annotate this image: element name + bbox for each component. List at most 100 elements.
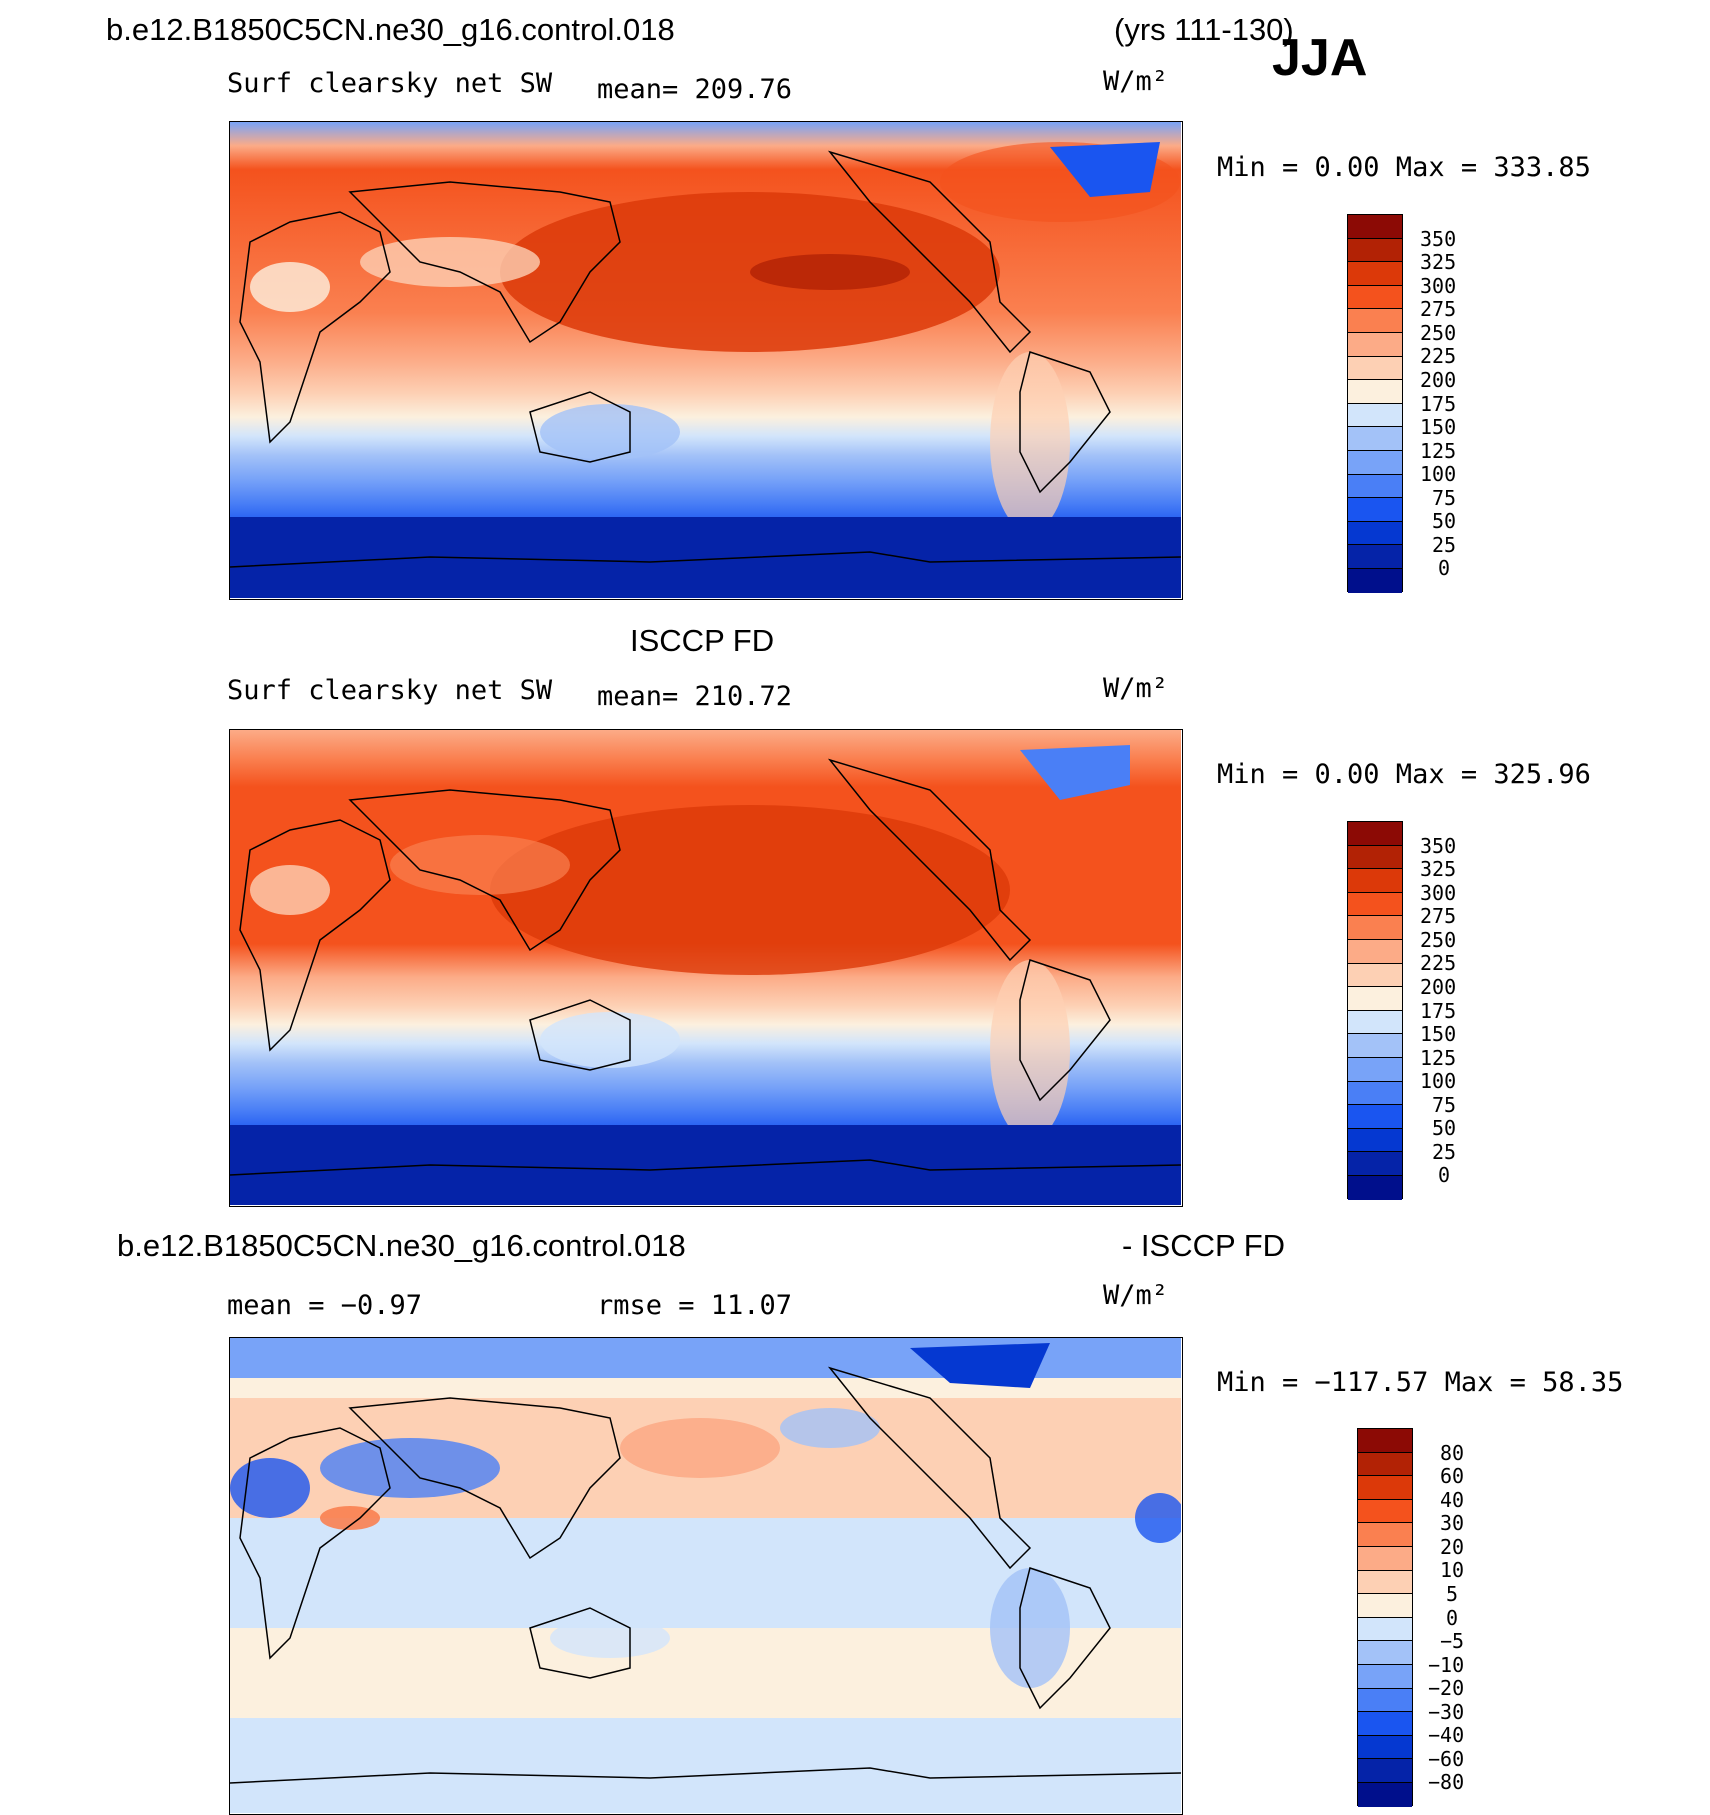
colorbar-tick: 60 xyxy=(1440,1464,1465,1488)
colorbar-tick: −10 xyxy=(1428,1653,1465,1677)
swatch xyxy=(1348,450,1402,475)
colorbar-tick: 175 xyxy=(1420,392,1457,416)
diff-title-left: b.e12.B1850C5CN.ne30_g16.control.018 xyxy=(117,1228,686,1263)
swatch xyxy=(1358,1594,1412,1618)
swatch xyxy=(1348,427,1402,451)
season-label: JJA xyxy=(1272,29,1368,87)
colorbar-tick: 50 xyxy=(1432,1116,1457,1140)
colorbar-tick: 225 xyxy=(1420,344,1457,368)
swatch xyxy=(1348,1128,1402,1153)
colorbar-tick: 20 xyxy=(1440,1535,1465,1559)
swatch xyxy=(1358,1782,1412,1807)
min-max-label: Min = 0.00 Max = 325.96 xyxy=(1217,759,1591,790)
colorbar-tick: 25 xyxy=(1432,1140,1457,1164)
colorbar-tick: 150 xyxy=(1420,415,1457,439)
colorbar-tick: 75 xyxy=(1432,1093,1457,1117)
colorbar-tick: 75 xyxy=(1432,486,1457,510)
colorbar-tick: 225 xyxy=(1420,951,1457,975)
colorbar-tick: 300 xyxy=(1420,881,1457,905)
swatch xyxy=(1348,1057,1402,1082)
swatch xyxy=(1348,939,1402,964)
colorbar-tick: 100 xyxy=(1420,462,1457,486)
swatch xyxy=(1348,309,1402,333)
colorbar-tick: −5 xyxy=(1440,1629,1465,1653)
min-max-label: Min = −117.57 Max = 58.35 xyxy=(1217,1367,1624,1398)
mean-label: mean = −0.97 xyxy=(227,1290,423,1321)
swatch xyxy=(1358,1617,1412,1642)
swatch xyxy=(1348,845,1402,870)
units-label: W/m² xyxy=(1103,1280,1169,1311)
colorbar-tick: 250 xyxy=(1420,928,1457,952)
mean-label: mean= 209.76 xyxy=(597,74,793,105)
colorbar-tick: 40 xyxy=(1440,1488,1465,1512)
colorbar-tick: 325 xyxy=(1420,857,1457,881)
swatch xyxy=(1348,1010,1402,1035)
colorbar-tick: 275 xyxy=(1420,904,1457,928)
colorbar-tick: −30 xyxy=(1428,1700,1465,1724)
colorbar-tick: 200 xyxy=(1420,975,1457,999)
colorbar-tick: −80 xyxy=(1428,1770,1465,1794)
swatch xyxy=(1348,1152,1402,1176)
swatch xyxy=(1348,568,1402,593)
swatch xyxy=(1348,215,1402,239)
variable-label: Surf clearsky net SW xyxy=(227,675,553,706)
colorbar-observations xyxy=(1347,821,1403,1200)
swatch xyxy=(1358,1688,1412,1713)
swatch xyxy=(1348,822,1402,846)
units-label: W/m² xyxy=(1103,66,1169,97)
swatch xyxy=(1348,987,1402,1011)
swatch xyxy=(1348,1081,1402,1106)
swatch xyxy=(1348,498,1402,522)
swatch xyxy=(1348,892,1402,917)
swatch xyxy=(1348,238,1402,263)
colorbar-tick: 100 xyxy=(1420,1069,1457,1093)
swatch xyxy=(1358,1499,1412,1524)
colorbar-tick: 125 xyxy=(1420,439,1457,463)
dataset-title: ISCCP FD xyxy=(630,623,775,658)
colorbar-tick: −40 xyxy=(1428,1723,1465,1747)
years-label: (yrs 111-130) xyxy=(1114,12,1294,47)
colorbar-tick: 150 xyxy=(1420,1022,1457,1046)
swatch xyxy=(1358,1759,1412,1783)
swatch xyxy=(1358,1664,1412,1689)
swatch xyxy=(1348,869,1402,893)
swatch xyxy=(1358,1452,1412,1477)
colorbar-tick: 350 xyxy=(1420,227,1457,251)
variable-label: Surf clearsky net SW xyxy=(227,68,553,99)
swatch xyxy=(1348,963,1402,988)
swatch xyxy=(1358,1429,1412,1453)
swatch xyxy=(1348,1034,1402,1058)
colorbar-model xyxy=(1347,214,1403,593)
colorbar-tick: 350 xyxy=(1420,834,1457,858)
swatch xyxy=(1348,545,1402,569)
colorbar-tick: 0 xyxy=(1446,1606,1459,1630)
swatch xyxy=(1348,474,1402,499)
swatch xyxy=(1348,916,1402,940)
swatch xyxy=(1358,1735,1412,1760)
swatch xyxy=(1348,356,1402,381)
case-name-title: b.e12.B1850C5CN.ne30_g16.control.018 xyxy=(106,12,675,47)
colorbar-tick: 5 xyxy=(1446,1582,1459,1606)
map-difference xyxy=(229,1337,1183,1815)
colorbar-tick: 125 xyxy=(1420,1046,1457,1070)
colorbar-tick: 50 xyxy=(1432,509,1457,533)
colorbar-tick: 250 xyxy=(1420,321,1457,345)
colorbar-tick: 0 xyxy=(1438,1163,1451,1187)
swatch xyxy=(1348,380,1402,404)
swatch xyxy=(1348,332,1402,357)
swatch xyxy=(1348,285,1402,310)
swatch xyxy=(1348,521,1402,546)
colorbar-tick: 175 xyxy=(1420,999,1457,1023)
map-model xyxy=(229,121,1183,600)
mean-label: mean= 210.72 xyxy=(597,681,793,712)
swatch xyxy=(1348,403,1402,428)
colorbar-tick: 300 xyxy=(1420,274,1457,298)
colorbar-tick: 0 xyxy=(1438,556,1451,580)
swatch xyxy=(1358,1546,1412,1571)
colorbar-tick: 10 xyxy=(1440,1558,1465,1582)
colorbar-tick: −20 xyxy=(1428,1676,1465,1700)
colorbar-tick: 325 xyxy=(1420,250,1457,274)
swatch xyxy=(1348,1105,1402,1129)
swatch xyxy=(1358,1570,1412,1595)
swatch xyxy=(1348,1175,1402,1200)
